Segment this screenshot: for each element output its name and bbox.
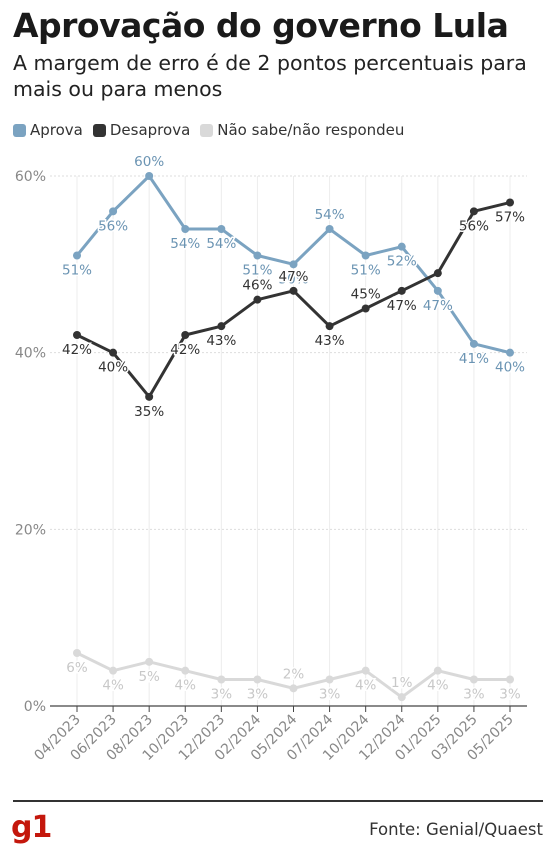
data-point: [73, 251, 81, 260]
data-point: [145, 392, 154, 401]
legend-swatch-aprova: [13, 123, 26, 137]
data-label: 3%: [499, 687, 521, 703]
page-subtitle: A margem de erro é de 2 pontos percentua…: [13, 51, 527, 101]
data-label: 3%: [211, 687, 233, 703]
data-point: [181, 666, 190, 675]
page-title: Aprovação do governo Lula: [13, 6, 509, 45]
data-label: 4%: [175, 678, 197, 694]
legend-label-desaprova: Desaprova: [109, 121, 191, 139]
data-label: 51%: [242, 263, 272, 279]
data-label: 56%: [98, 218, 128, 234]
legend-label-aprova: Aprova: [30, 121, 83, 139]
data-point: [325, 675, 334, 684]
data-point: [397, 242, 406, 251]
legend-swatch-desaprova: [92, 123, 106, 137]
data-point: [289, 260, 298, 269]
data-label: 1%: [391, 675, 413, 691]
data-label: 57%: [495, 210, 525, 226]
data-label: 43%: [206, 333, 236, 349]
data-label: 42%: [170, 342, 200, 358]
data-point: [253, 675, 262, 684]
data-label: 56%: [459, 218, 489, 234]
data-point: [181, 225, 190, 233]
data-point: [397, 693, 406, 702]
data-label: 42%: [62, 342, 92, 358]
data-point: [289, 684, 298, 693]
data-label: 51%: [62, 263, 92, 279]
data-point: [361, 666, 370, 675]
legend-swatch-nao-sabe: [200, 123, 214, 137]
data-label: 2%: [283, 666, 305, 682]
data-label: 46%: [242, 278, 272, 294]
data-point: [109, 666, 118, 675]
data-label: 40%: [98, 360, 128, 376]
data-label: 47%: [387, 298, 417, 314]
data-point: [469, 675, 478, 684]
footer-divider: [13, 800, 543, 802]
data-point: [506, 348, 514, 357]
data-point: [145, 172, 154, 180]
y-tick-label: 0%: [24, 699, 46, 715]
data-point: [506, 198, 514, 207]
data-label: 47%: [278, 269, 308, 285]
legend-item-nao-sabe: Não sabe/não respondeu: [200, 121, 404, 139]
data-point: [289, 286, 298, 295]
data-point: [253, 295, 262, 304]
data-label: 50%: [278, 271, 308, 287]
data-label: 45%: [351, 287, 381, 303]
data-point: [433, 666, 442, 675]
data-label: 43%: [315, 333, 345, 349]
y-tick-label: 20%: [15, 522, 46, 538]
data-point: [469, 207, 478, 216]
data-point: [433, 269, 442, 278]
data-label: 40%: [495, 360, 525, 376]
data-point: [109, 207, 118, 216]
data-point: [469, 339, 478, 348]
chart-labels: 6% 4% 5% 4% 3% 3% 2% 3% 4% 1% 4% 3% 3% 51% 56% 60% 54% 54…: [60, 153, 526, 705]
data-point: [73, 331, 81, 339]
source-text: Fonte: Genial/Quaest: [369, 820, 543, 839]
data-point: [181, 331, 190, 339]
data-label: 54%: [315, 207, 345, 223]
legend-label-nao-sabe: Não sabe/não respondeu: [217, 121, 405, 139]
data-label: 51%: [351, 263, 381, 279]
data-label: 4%: [102, 678, 124, 694]
data-point: [325, 225, 334, 233]
data-label: 54%: [206, 236, 236, 252]
data-point: [361, 304, 370, 313]
data-label: 3%: [319, 687, 341, 703]
legend-item-aprova: Aprova: [13, 121, 83, 139]
y-tick-label: 60%: [15, 169, 46, 185]
data-point: [361, 251, 370, 260]
data-label: 35%: [134, 404, 164, 420]
data-point: [253, 251, 262, 260]
data-point: [433, 286, 442, 295]
data-label: 4%: [355, 678, 377, 694]
data-point: [397, 286, 406, 295]
g1-logo: g1: [11, 810, 52, 845]
y-tick-label: 40%: [15, 346, 46, 362]
chart-series: [73, 172, 514, 702]
data-label: 52%: [387, 254, 417, 270]
data-point: [217, 225, 226, 233]
data-label: 47%: [423, 298, 453, 314]
data-label: 41%: [459, 351, 489, 367]
data-point: [217, 322, 226, 331]
data-point: [73, 649, 81, 657]
data-label: 3%: [247, 687, 269, 703]
data-label: 60%: [134, 154, 164, 170]
legend-item-desaprova: Desaprova: [92, 121, 191, 139]
data-label: 5%: [138, 669, 160, 685]
data-label: 3%: [463, 687, 485, 703]
data-label: 6%: [66, 660, 88, 676]
data-point: [325, 322, 334, 331]
data-point: [506, 675, 514, 684]
data-point: [217, 675, 226, 684]
legend: Aprova Desaprova Não sabe/não respondeu: [13, 121, 414, 139]
data-point: [109, 348, 118, 357]
data-label: 4%: [427, 678, 449, 694]
line-chart: 0%20%40%60%04/202306/202308/202310/20231…: [15, 153, 527, 764]
data-point: [145, 657, 154, 666]
data-label: 54%: [170, 236, 200, 252]
